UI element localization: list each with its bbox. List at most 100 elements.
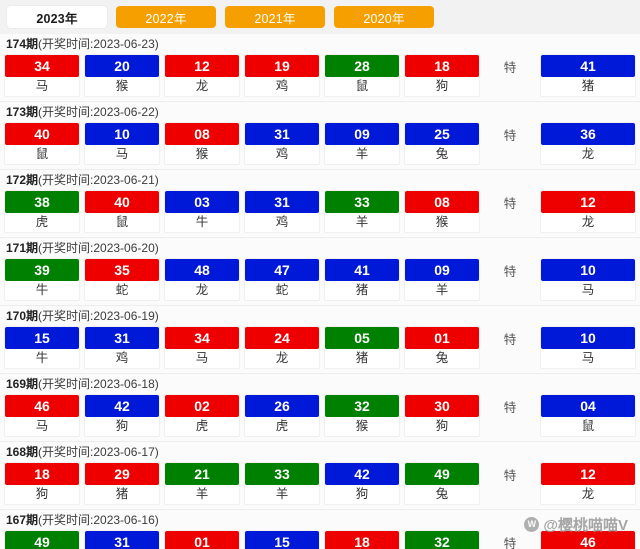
number-ball-number: 47: [245, 259, 319, 281]
year-tab-label: 2021年: [254, 11, 296, 26]
number-ball-number: 35: [85, 259, 159, 281]
number-ball-number: 05: [325, 327, 399, 349]
year-tab-2022[interactable]: 2022年: [116, 6, 216, 28]
number-ball: 34 马: [4, 54, 80, 97]
number-ball: 33 羊: [244, 462, 320, 505]
special-ball-zodiac: 鼠: [541, 417, 635, 436]
number-ball-number: 32: [405, 531, 479, 549]
number-ball-zodiac: 羊: [325, 145, 399, 164]
draw-row: 173期(开奖时间:2023-06-22) 40 鼠 10 马 08 猴 31 鸡 09 羊 25 兔特…: [0, 102, 640, 170]
number-ball: 39 牛: [4, 258, 80, 301]
special-label: 特: [503, 401, 517, 415]
number-ball: 19 鸡: [244, 54, 320, 97]
draw-row: 172期(开奖时间:2023-06-21) 38 虎 40 鼠 03 牛 31 鸡 33 羊 08 猴特…: [0, 170, 640, 238]
special-ball-zodiac: 龙: [541, 145, 635, 164]
special-ball: 10 马: [540, 326, 636, 369]
special-label: 特: [503, 469, 517, 483]
draw-row: 167期(开奖时间:2023-06-16)49兔31鸡01兔15牛18狗32猴特…: [0, 510, 640, 549]
number-ball-zodiac: 龙: [165, 77, 239, 96]
year-tab-label: 2023年: [36, 11, 78, 26]
special-ball-number: 46: [541, 531, 635, 549]
number-ball-zodiac: 龙: [165, 281, 239, 300]
number-ball-number: 26: [245, 395, 319, 417]
number-ball-number: 32: [325, 395, 399, 417]
ball-strip: 34 马 20 猴 12 龙 19 鸡 28 鼠 18 狗特 41 猪: [0, 54, 640, 101]
number-ball-number: 49: [405, 463, 479, 485]
year-tab-bar: 2023年 2022年 2021年 2020年: [0, 0, 640, 34]
number-ball: 26 虎: [244, 394, 320, 437]
number-ball-zodiac: 牛: [5, 349, 79, 368]
special-ball-number: 10: [541, 259, 635, 281]
number-ball-number: 01: [405, 327, 479, 349]
number-ball-zodiac: 马: [85, 145, 159, 164]
special-ball-number: 36: [541, 123, 635, 145]
number-ball-zodiac: 猴: [405, 213, 479, 232]
number-ball: 47 蛇: [244, 258, 320, 301]
number-ball-number: 34: [165, 327, 239, 349]
number-ball-number: 31: [85, 327, 159, 349]
number-ball-zodiac: 鸡: [85, 349, 159, 368]
year-tab-label: 2022年: [145, 11, 187, 26]
number-ball-zodiac: 鼠: [325, 77, 399, 96]
draw-period: 167期: [6, 513, 39, 527]
number-ball-number: 31: [245, 123, 319, 145]
number-ball-zodiac: 鸡: [245, 213, 319, 232]
special-ball: 10 马: [540, 258, 636, 301]
number-ball-zodiac: 蛇: [85, 281, 159, 300]
number-ball-number: 02: [165, 395, 239, 417]
number-ball-zodiac: 猴: [85, 77, 159, 96]
ball-strip: 38 虎 40 鼠 03 牛 31 鸡 33 羊 08 猴特 12 龙: [0, 190, 640, 237]
number-ball-zodiac: 鸡: [245, 145, 319, 164]
number-ball: 42 狗: [84, 394, 160, 437]
special-ball: 41 猪: [540, 54, 636, 97]
draw-date: (开奖时间:2023-06-18): [38, 377, 159, 391]
year-tab-2023[interactable]: 2023年: [7, 6, 107, 28]
number-ball-zodiac: 猪: [325, 349, 399, 368]
draw-title: 168期(开奖时间:2023-06-17): [0, 442, 640, 462]
special-ball: 36 龙: [540, 122, 636, 165]
number-ball-number: 40: [85, 191, 159, 213]
draw-title: 173期(开奖时间:2023-06-22): [0, 102, 640, 122]
number-ball-number: 33: [245, 463, 319, 485]
number-ball-zodiac: 马: [5, 77, 79, 96]
draw-date: (开奖时间:2023-06-21): [38, 173, 159, 187]
number-ball-zodiac: 虎: [165, 417, 239, 436]
number-ball: 02 虎: [164, 394, 240, 437]
draw-period: 172期: [6, 173, 39, 187]
special-label: 特: [503, 537, 517, 549]
year-tab-2020[interactable]: 2020年: [334, 6, 434, 28]
draw-period: 171期: [6, 241, 39, 255]
ball-strip: 39 牛 35 蛇 48 龙 47 蛇 41 猪 09 羊特 10 马: [0, 258, 640, 305]
number-ball-number: 12: [165, 55, 239, 77]
number-ball: 21 羊: [164, 462, 240, 505]
number-ball-zodiac: 羊: [245, 485, 319, 504]
special-ball-number: 41: [541, 55, 635, 77]
number-ball: 42 狗: [324, 462, 400, 505]
draw-period: 169期: [6, 377, 39, 391]
number-ball-zodiac: 猴: [325, 417, 399, 436]
number-ball: 40 鼠: [84, 190, 160, 233]
number-ball-number: 31: [245, 191, 319, 213]
year-tab-2021[interactable]: 2021年: [225, 6, 325, 28]
special-ball-zodiac: 马: [541, 281, 635, 300]
draw-row: 170期(开奖时间:2023-06-19) 15 牛 31 鸡 34 马 24 龙 05 猪 01 兔特…: [0, 306, 640, 374]
number-ball: 41 猪: [324, 258, 400, 301]
number-ball: 10 马: [84, 122, 160, 165]
special-ball: 46马: [540, 530, 636, 549]
draw-date: (开奖时间:2023-06-23): [38, 37, 159, 51]
special-ball-number: 12: [541, 191, 635, 213]
draw-date: (开奖时间:2023-06-17): [38, 445, 159, 459]
number-ball-number: 28: [325, 55, 399, 77]
number-ball: 24 龙: [244, 326, 320, 369]
number-ball-number: 38: [5, 191, 79, 213]
number-ball-number: 31: [85, 531, 159, 549]
number-ball-number: 10: [85, 123, 159, 145]
draw-period: 168期: [6, 445, 39, 459]
number-ball: 05 猪: [324, 326, 400, 369]
number-ball: 33 羊: [324, 190, 400, 233]
